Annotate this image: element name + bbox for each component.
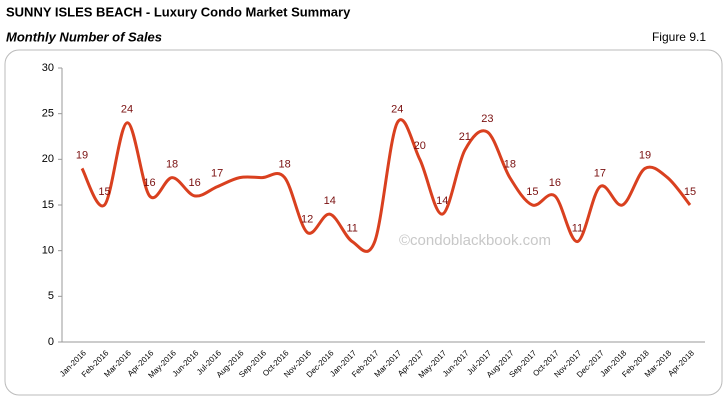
watermark: ©condoblackbook.com: [399, 232, 551, 249]
data-label: 17: [594, 168, 606, 180]
data-label: 15: [684, 186, 696, 198]
data-label: 12: [301, 213, 313, 225]
data-label: 16: [549, 177, 561, 189]
y-tick-label: 0: [48, 336, 54, 348]
y-tick-label: 10: [42, 245, 54, 257]
chart-frame: [4, 49, 723, 396]
data-label: 16: [188, 177, 200, 189]
data-label: 17: [211, 168, 223, 180]
y-tick-label: 30: [42, 62, 54, 74]
data-label: 23: [481, 113, 493, 125]
line: [80, 118, 692, 253]
data-label: 18: [279, 159, 291, 171]
data-label: 11: [347, 222, 358, 234]
data-label: 11: [572, 222, 583, 234]
data-label: 21: [459, 131, 471, 143]
figure-label: Figure 9.1: [652, 30, 706, 44]
data-label: 18: [504, 159, 516, 171]
data-label: 24: [391, 104, 403, 116]
data-label: 14: [324, 195, 336, 207]
data-label: 15: [526, 186, 538, 198]
y-tick-label: 20: [42, 153, 54, 165]
data-label: 24: [121, 104, 133, 116]
data-label: 19: [639, 149, 651, 161]
data-label: 16: [143, 177, 155, 189]
data-label: 15: [98, 186, 110, 198]
data-label: 19: [76, 149, 88, 161]
data-label: 18: [166, 159, 178, 171]
y-tick-label: 5: [48, 290, 54, 302]
y-tick-label: 15: [42, 199, 54, 211]
data-label: 20: [414, 140, 426, 152]
chart-title: SUNNY ISLES BEACH - Luxury Condo Market …: [6, 4, 351, 19]
y-tick-label: 25: [42, 108, 54, 120]
chart-subtitle: Monthly Number of Sales: [6, 29, 162, 44]
data-label: 14: [436, 195, 448, 207]
